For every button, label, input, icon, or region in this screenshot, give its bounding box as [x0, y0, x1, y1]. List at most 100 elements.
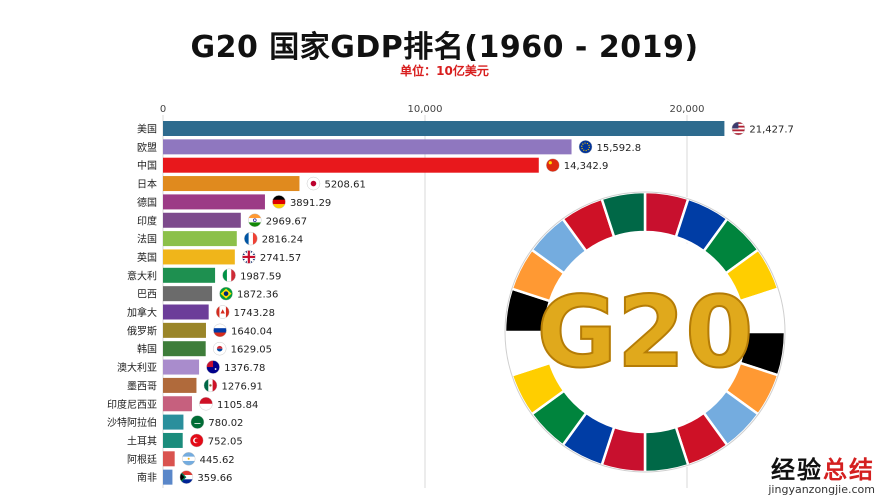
category-label: 德国	[137, 196, 157, 209]
bar-row: 中国 14,342.9	[137, 157, 609, 173]
bar	[163, 267, 216, 283]
category-label: 韩国	[137, 343, 157, 356]
category-label: 阿根廷	[127, 453, 157, 466]
bar	[163, 341, 206, 357]
bar-row: 法国 2816.24	[137, 231, 303, 247]
bar	[163, 139, 572, 155]
bar-row: 印度 2969.67	[137, 212, 307, 228]
category-label: 法国	[137, 233, 157, 246]
watermark-url: jingyanzongjie.com	[768, 483, 875, 496]
gb-flag-icon	[242, 250, 256, 264]
value-label: 1640.04	[231, 326, 272, 337]
de-flag-icon	[272, 195, 286, 209]
bar	[163, 157, 539, 173]
za-flag-icon	[179, 470, 194, 484]
cn-flag-icon	[546, 158, 560, 172]
x-tick-label: 0	[160, 104, 166, 115]
tr-flag-icon	[190, 433, 204, 448]
value-label: 1276.91	[221, 381, 262, 392]
category-label: 墨西哥	[127, 380, 157, 392]
value-label: 2741.57	[260, 253, 301, 264]
value-label: 1105.84	[217, 400, 258, 411]
value-label: 1743.28	[234, 308, 275, 319]
value-label: 1872.36	[237, 290, 278, 301]
value-label: 1376.78	[224, 363, 265, 374]
bar-row: 阿根廷 445.62	[127, 451, 235, 467]
bar	[163, 304, 209, 320]
fr-flag-icon	[244, 231, 258, 246]
jp-flag-icon	[306, 176, 321, 191]
value-label: 445.62	[200, 455, 235, 466]
category-label: 俄罗斯	[127, 324, 157, 337]
category-label: 美国	[137, 123, 157, 136]
bar-row: 欧盟 15,592.8	[137, 139, 641, 155]
bar	[163, 451, 175, 467]
category-label: 欧盟	[137, 142, 157, 154]
bar	[163, 414, 184, 430]
br-flag-icon	[219, 286, 233, 301]
category-label: 沙特阿拉伯	[107, 416, 157, 429]
g20-logo-text: G20	[537, 276, 754, 390]
eu-flag-icon	[578, 140, 593, 154]
bar	[163, 396, 192, 412]
watermark-title-suffix: 总结	[823, 456, 875, 484]
bar-row: 韩国 1629.05	[137, 341, 272, 357]
ring-outline	[504, 191, 786, 473]
bar-row: 英国 2741.57	[137, 249, 301, 265]
category-label: 中国	[137, 159, 157, 172]
watermark-title-prefix: 经验	[771, 456, 823, 484]
value-label: 780.02	[208, 418, 243, 429]
bar	[163, 194, 265, 210]
value-label: 2816.24	[262, 235, 303, 246]
ar-flag-icon	[181, 452, 196, 466]
bar-row: 墨西哥 1276.91	[127, 377, 263, 393]
bar-row: 印度尼西亚 1105.84	[107, 396, 258, 412]
mx-flag-icon	[203, 378, 218, 393]
chart-subtitle: 单位：10亿美元	[400, 64, 489, 78]
category-label: 澳大利亚	[117, 361, 157, 374]
category-label: 南非	[137, 471, 157, 484]
category-label: 土耳其	[127, 434, 157, 447]
bar	[163, 469, 173, 485]
bar-row: 南非 359.66	[137, 469, 232, 485]
sa-flag-icon	[190, 415, 205, 429]
x-tick-label: 10,000	[408, 104, 443, 115]
bar	[163, 322, 206, 338]
bar-row: 美国 21,427.7	[137, 121, 794, 136]
it-flag-icon	[222, 268, 236, 282]
chart-title: G20 国家GDP排名(1960 - 2019)	[190, 30, 699, 65]
ring-center	[547, 234, 743, 430]
us-flag-icon	[731, 121, 746, 136]
bar-row: 巴西 1872.36	[137, 286, 278, 302]
g20-logo: G20	[503, 190, 787, 474]
bar	[163, 231, 237, 247]
value-label: 1629.05	[231, 345, 272, 356]
category-label: 巴西	[137, 289, 157, 301]
value-label: 1987.59	[240, 271, 281, 282]
bars: 美国 21,427.7 欧盟 15,592.8 中国 14,342.9 日本 5208.61 德…	[107, 121, 794, 485]
bar	[163, 286, 213, 302]
in-flag-icon	[248, 213, 262, 227]
bar-row: 沙特阿拉伯 780.02	[107, 414, 243, 430]
value-label: 14,342.9	[564, 161, 609, 172]
bar-row: 加拿大 1743.28	[127, 304, 275, 320]
bar	[163, 121, 725, 136]
bar-row: 澳大利亚 1376.78	[117, 359, 265, 375]
bar-row: 土耳其 752.05	[127, 432, 243, 448]
category-label: 日本	[137, 178, 157, 191]
bar	[163, 249, 235, 265]
category-label: 加拿大	[127, 306, 157, 319]
ru-flag-icon	[213, 323, 227, 338]
bar	[163, 212, 241, 228]
kr-flag-icon	[212, 342, 227, 356]
bar	[163, 377, 197, 393]
bar	[163, 176, 300, 192]
bar-row: 俄罗斯 1640.04	[127, 322, 272, 338]
x-axis-ticks: 0 10,000 20,000	[160, 104, 705, 115]
bar	[163, 359, 200, 375]
bar-row: 日本 5208.61	[137, 176, 366, 192]
bar	[163, 432, 183, 448]
category-label: 印度	[137, 214, 157, 227]
category-label: 印度尼西亚	[107, 398, 157, 411]
